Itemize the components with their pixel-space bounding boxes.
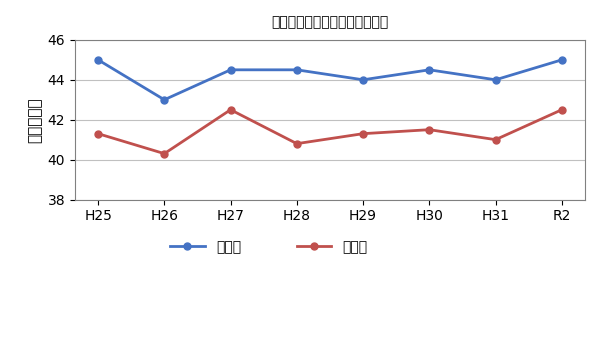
最高点: [161, 98, 168, 102]
Title: 機械工学科　推薦選抜　合格点: 機械工学科 推薦選抜 合格点: [271, 15, 389, 29]
平均点: [161, 152, 168, 156]
最高点: [492, 78, 499, 82]
Y-axis label: （点数）点: （点数）点: [27, 97, 42, 143]
最高点: [558, 58, 565, 62]
最高点: [359, 78, 367, 82]
Legend: 最高点, 平均点: 最高点, 平均点: [164, 234, 373, 260]
平均点: [492, 138, 499, 142]
平均点: [293, 141, 301, 146]
Line: 平均点: 平均点: [95, 106, 565, 157]
平均点: [558, 108, 565, 112]
最高点: [426, 68, 433, 72]
平均点: [426, 127, 433, 132]
最高点: [227, 68, 234, 72]
平均点: [227, 108, 234, 112]
最高点: [293, 68, 301, 72]
平均点: [359, 131, 367, 136]
平均点: [94, 131, 101, 136]
最高点: [94, 58, 101, 62]
Line: 最高点: 最高点: [95, 57, 565, 103]
